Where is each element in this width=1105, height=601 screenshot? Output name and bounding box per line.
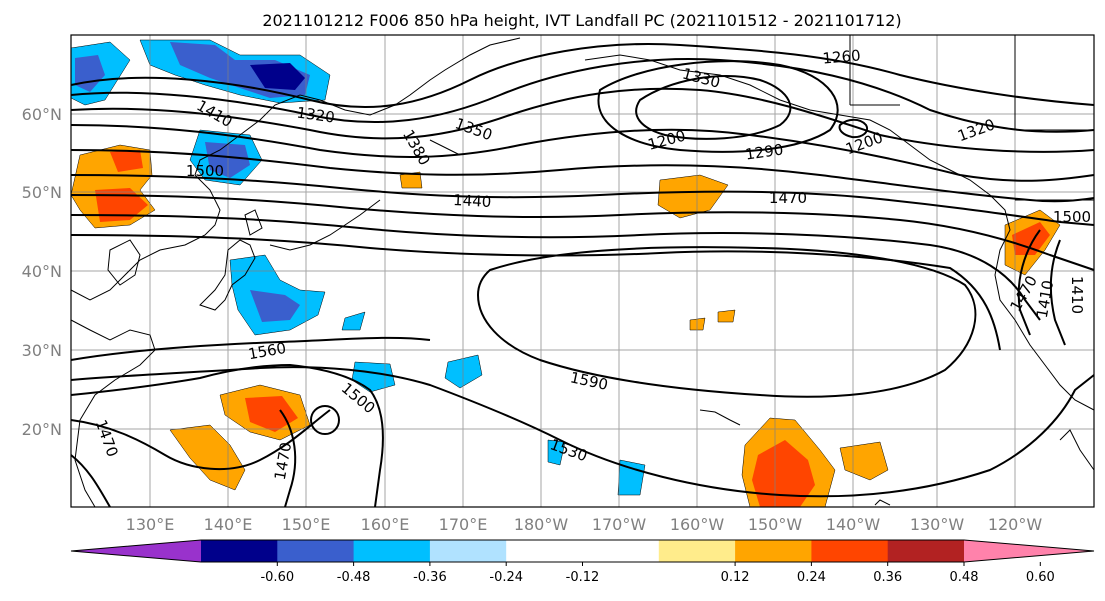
ivt-positive-region	[839, 441, 889, 481]
colorbar-segment	[429, 540, 507, 562]
ivt-shading	[70, 39, 1061, 508]
colorbar-segment	[811, 540, 889, 562]
lon-label: 140°E	[204, 515, 253, 534]
colorbar-segment	[658, 540, 736, 562]
colorbar-segment	[887, 540, 965, 562]
colorbar-segment	[201, 540, 278, 562]
colorbar-extend-low	[71, 540, 201, 562]
colorbar-outline	[70, 539, 1095, 563]
ivt-positive-region	[110, 150, 143, 172]
contour-label: 1470	[769, 189, 807, 207]
lon-label: 170°W	[592, 515, 647, 534]
colorbar-tick-label: -0.48	[337, 570, 371, 585]
ivt-positive-region	[752, 440, 815, 507]
height-contours	[70, 43, 1095, 508]
ivt-positive-region	[1012, 222, 1050, 255]
contour-label: 1290	[744, 140, 784, 163]
longitude-labels: 130°E 140°E 150°E 160°E 170°E 180°W 170°…	[126, 515, 1043, 534]
lat-label: 30°N	[22, 341, 62, 360]
colorbar: -0.60 -0.48 -0.36 -0.24 -0.12 0.12 0.24 0.36 0.4…	[70, 539, 1095, 585]
ivt-positive-region	[657, 174, 729, 219]
colorbar-segment	[506, 540, 583, 562]
contour-label: 1260	[822, 46, 862, 67]
lat-label: 60°N	[22, 105, 62, 124]
colorbar-tick-label: 0.60	[1026, 570, 1055, 585]
colorbar-segment	[735, 540, 812, 562]
colorbar-tick-label: 0.24	[797, 570, 826, 585]
ivt-negative-region	[547, 439, 566, 466]
contour-label: 1320	[296, 103, 336, 126]
colorbar-tick-label: 0.36	[873, 570, 902, 585]
ivt-positive-region	[245, 396, 298, 432]
lon-label: 170°E	[439, 515, 488, 534]
map-frame	[70, 34, 1095, 508]
lat-label: 40°N	[22, 262, 62, 281]
lon-label: 120°W	[988, 515, 1043, 534]
latitude-labels: 60°N 50°N 40°N 30°N 20°N	[22, 105, 62, 439]
colorbar-tick-label: -0.12	[566, 570, 600, 585]
colorbar-segment	[353, 540, 431, 562]
lat-label: 50°N	[22, 183, 62, 202]
coastlines	[70, 35, 1095, 508]
lon-label: 160°E	[361, 515, 410, 534]
ivt-negative-region	[250, 290, 300, 322]
lon-label: 180°W	[514, 515, 569, 534]
colorbar-segment	[277, 540, 355, 562]
lon-label: 130°E	[126, 515, 175, 534]
ivt-negative-region	[341, 311, 366, 331]
colorbar-tick-label: 0.48	[950, 570, 979, 585]
map-panel: 1260 1330 1320 1410 1350 1380 1200 1290 …	[70, 34, 1095, 508]
lon-label: 160°W	[670, 515, 725, 534]
lon-label: 150°W	[748, 515, 803, 534]
lon-label: 150°E	[282, 515, 331, 534]
map-title: 2021101212 F006 850 hPa height, IVT Land…	[262, 11, 901, 30]
lon-label: 130°W	[910, 515, 965, 534]
colorbar-segment	[582, 540, 660, 562]
ivt-positive-region	[169, 424, 246, 491]
contour-label: 1410	[1068, 276, 1086, 314]
contour-label: 1500	[186, 162, 224, 180]
colorbar-extend-high	[964, 540, 1094, 562]
contour-label: 1440	[453, 191, 492, 211]
contour-label: 1500	[1053, 208, 1091, 226]
lon-label: 140°W	[826, 515, 881, 534]
ivt-negative-region	[250, 63, 305, 90]
colorbar-tick-label: 0.12	[721, 570, 750, 585]
lat-label: 20°N	[22, 420, 62, 439]
ivt-positive-region	[717, 309, 736, 323]
colorbar-tick-label: -0.60	[260, 570, 294, 585]
colorbar-tick-label: -0.36	[413, 570, 447, 585]
colorbar-tick-label: -0.24	[489, 570, 523, 585]
